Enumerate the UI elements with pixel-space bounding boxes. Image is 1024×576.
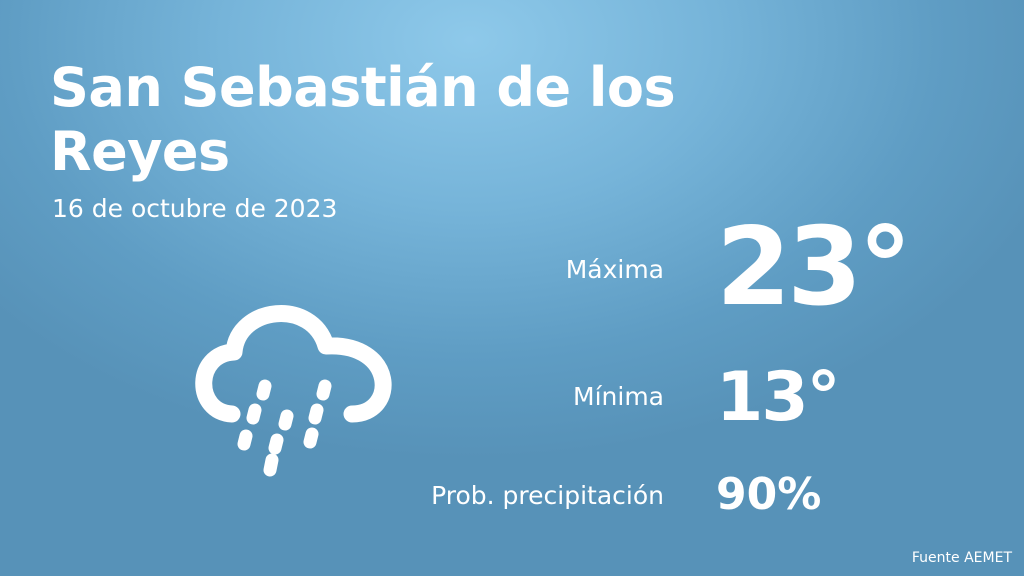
rain-drop <box>278 409 294 431</box>
rain-cloud-icon <box>195 305 392 477</box>
max-temp-label: Máxima <box>565 255 664 284</box>
rain-drop <box>316 379 332 401</box>
rain-drop <box>308 403 324 425</box>
rain-drop <box>263 453 279 477</box>
precipitation-value: 90% <box>716 469 822 520</box>
min-temp-label: Mínima <box>573 382 664 411</box>
rain-drop <box>256 379 272 401</box>
source-credit: Fuente AEMET <box>911 550 1012 566</box>
precipitation-label: Prob. precipitación <box>431 481 664 510</box>
forecast-date: 16 de octubre de 2023 <box>52 194 338 223</box>
rain-drops <box>237 379 332 477</box>
rain-drop <box>268 433 284 455</box>
rain-drop <box>246 403 262 425</box>
rain-drop <box>237 429 253 451</box>
min-temp-value: 13° <box>716 358 841 437</box>
location-title: San Sebastián de los Reyes <box>50 56 676 183</box>
max-temp-value: 23° <box>716 205 912 330</box>
rain-drop <box>303 427 319 449</box>
cloud-outline <box>195 305 392 423</box>
